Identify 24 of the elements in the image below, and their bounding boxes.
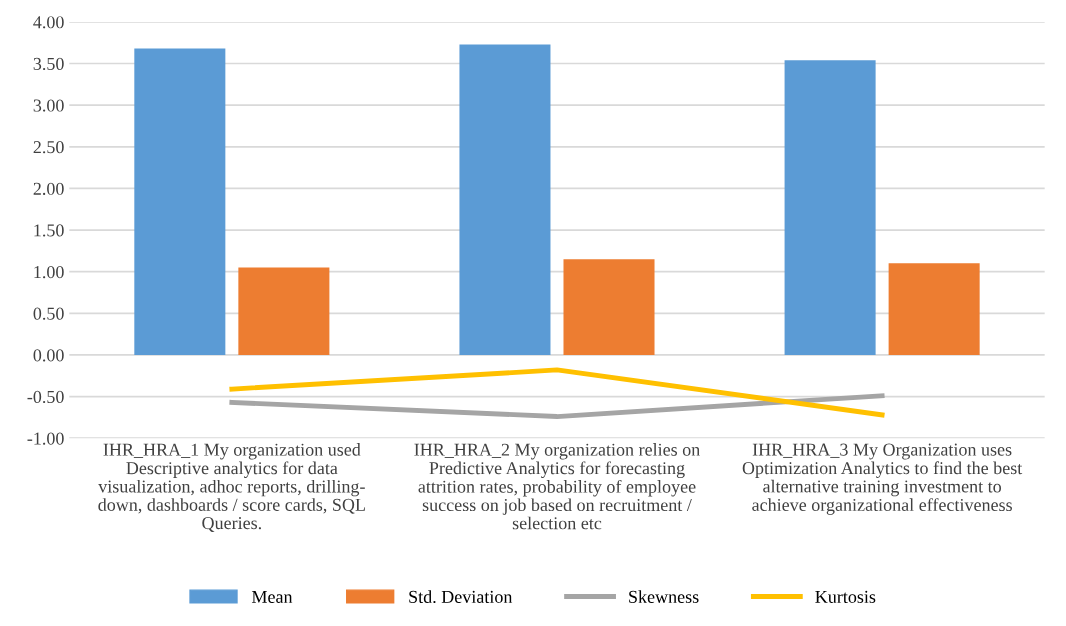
- bar: [238, 267, 330, 355]
- y-tick-label: 3.50: [33, 57, 64, 71]
- y-tick-label: 2.50: [33, 141, 64, 154]
- legend-label: Std. Deviation: [409, 590, 513, 604]
- y-tick-label: 1.50: [34, 224, 64, 237]
- y-tick-label: 2.00: [33, 182, 64, 195]
- y-tick-label: 4.00: [33, 16, 64, 29]
- x-tick-label: IHR_HRA_3 My Organization uses Optimization Analytics to find the best alternative training investment to achieve organizational effectiveness: [742, 443, 1023, 515]
- legend-label: Mean: [251, 590, 293, 603]
- y-tick-label: 3.00: [33, 99, 64, 112]
- legend-label: Skewness: [629, 590, 699, 603]
- legend-label: Kurtosis: [815, 590, 876, 603]
- bar: [459, 44, 551, 355]
- bar: [134, 48, 226, 355]
- x-tick-label: IHR_HRA_1 My organization used Descriptive analytics for data visualization, adhoc reports, drilling- down, dashboards / score cards, SQL Queries.: [98, 443, 365, 532]
- y-tick-label: -0.50: [27, 390, 64, 404]
- y-tick-label: 1.00: [34, 265, 64, 279]
- bar: [888, 263, 980, 355]
- y-tick-label: 0.50: [33, 307, 64, 320]
- x-tick-label: IHR_HRA_2 My organization relies on Predictive Analytics for forecasting attrition rates, probability of employee success on job based on recruitment / selection etc: [414, 443, 700, 530]
- bar: [784, 60, 876, 355]
- y-tick-label: 0.00: [33, 349, 64, 362]
- bar: [563, 259, 655, 355]
- y-tick-label: -1.00: [27, 432, 64, 445]
